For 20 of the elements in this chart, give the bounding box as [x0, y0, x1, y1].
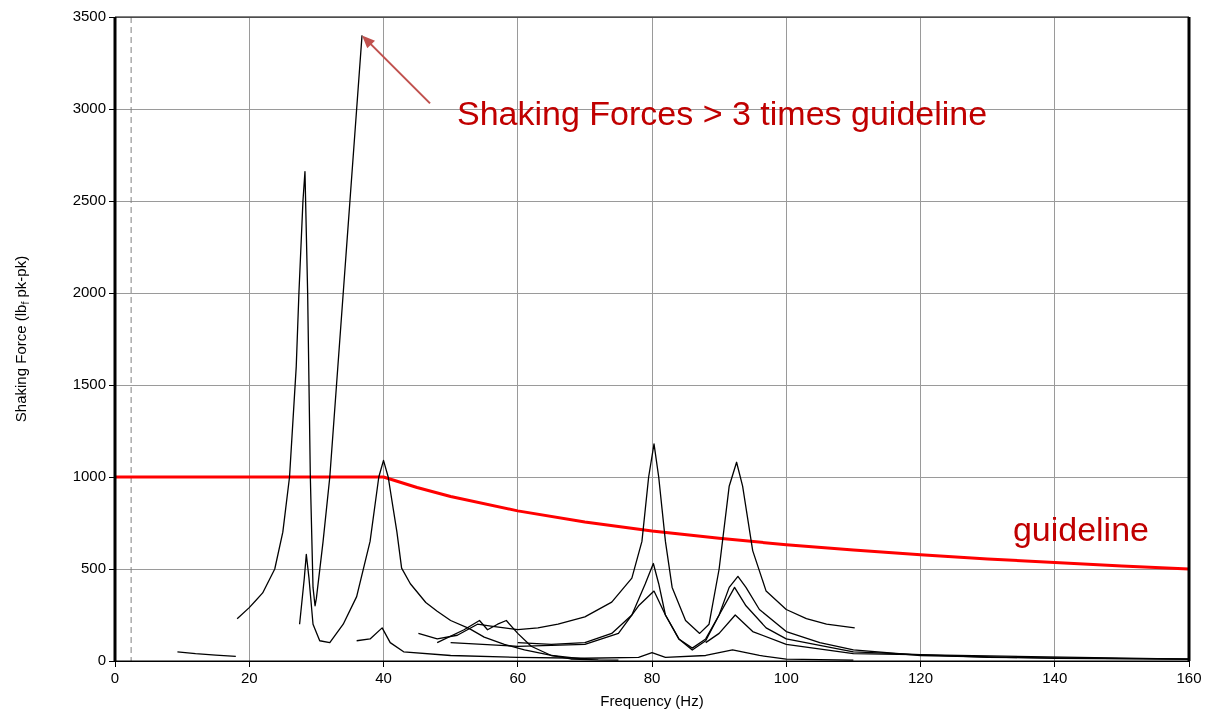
y-tick-label: 1500: [72, 375, 106, 393]
y-tick-label: 500: [80, 559, 106, 577]
x-tick-label: 80: [643, 669, 661, 687]
y-tick-label: 3500: [72, 7, 106, 25]
x-tick-label: 100: [773, 669, 799, 687]
y-tick-label: 0: [97, 651, 106, 669]
annotation: Shaking Forces > 3 times guideline: [457, 93, 988, 132]
y-tick-label: 3000: [72, 99, 106, 117]
x-axis-title: Frequency (Hz): [600, 692, 704, 710]
x-tick-label: 160: [1176, 669, 1202, 687]
x-tick-label: 20: [240, 669, 258, 687]
series-label: guideline: [1012, 510, 1149, 549]
y-tick-label: 2000: [72, 283, 106, 301]
x-tick-label: 120: [907, 669, 934, 687]
y-tick-label: 2500: [72, 191, 106, 209]
x-tick-label: 60: [509, 669, 527, 687]
x-tick-label: 140: [1042, 669, 1068, 687]
x-tick-label: 40: [375, 669, 392, 687]
x-tick-label: 0: [110, 669, 120, 687]
y-tick-label: 1000: [72, 467, 106, 485]
